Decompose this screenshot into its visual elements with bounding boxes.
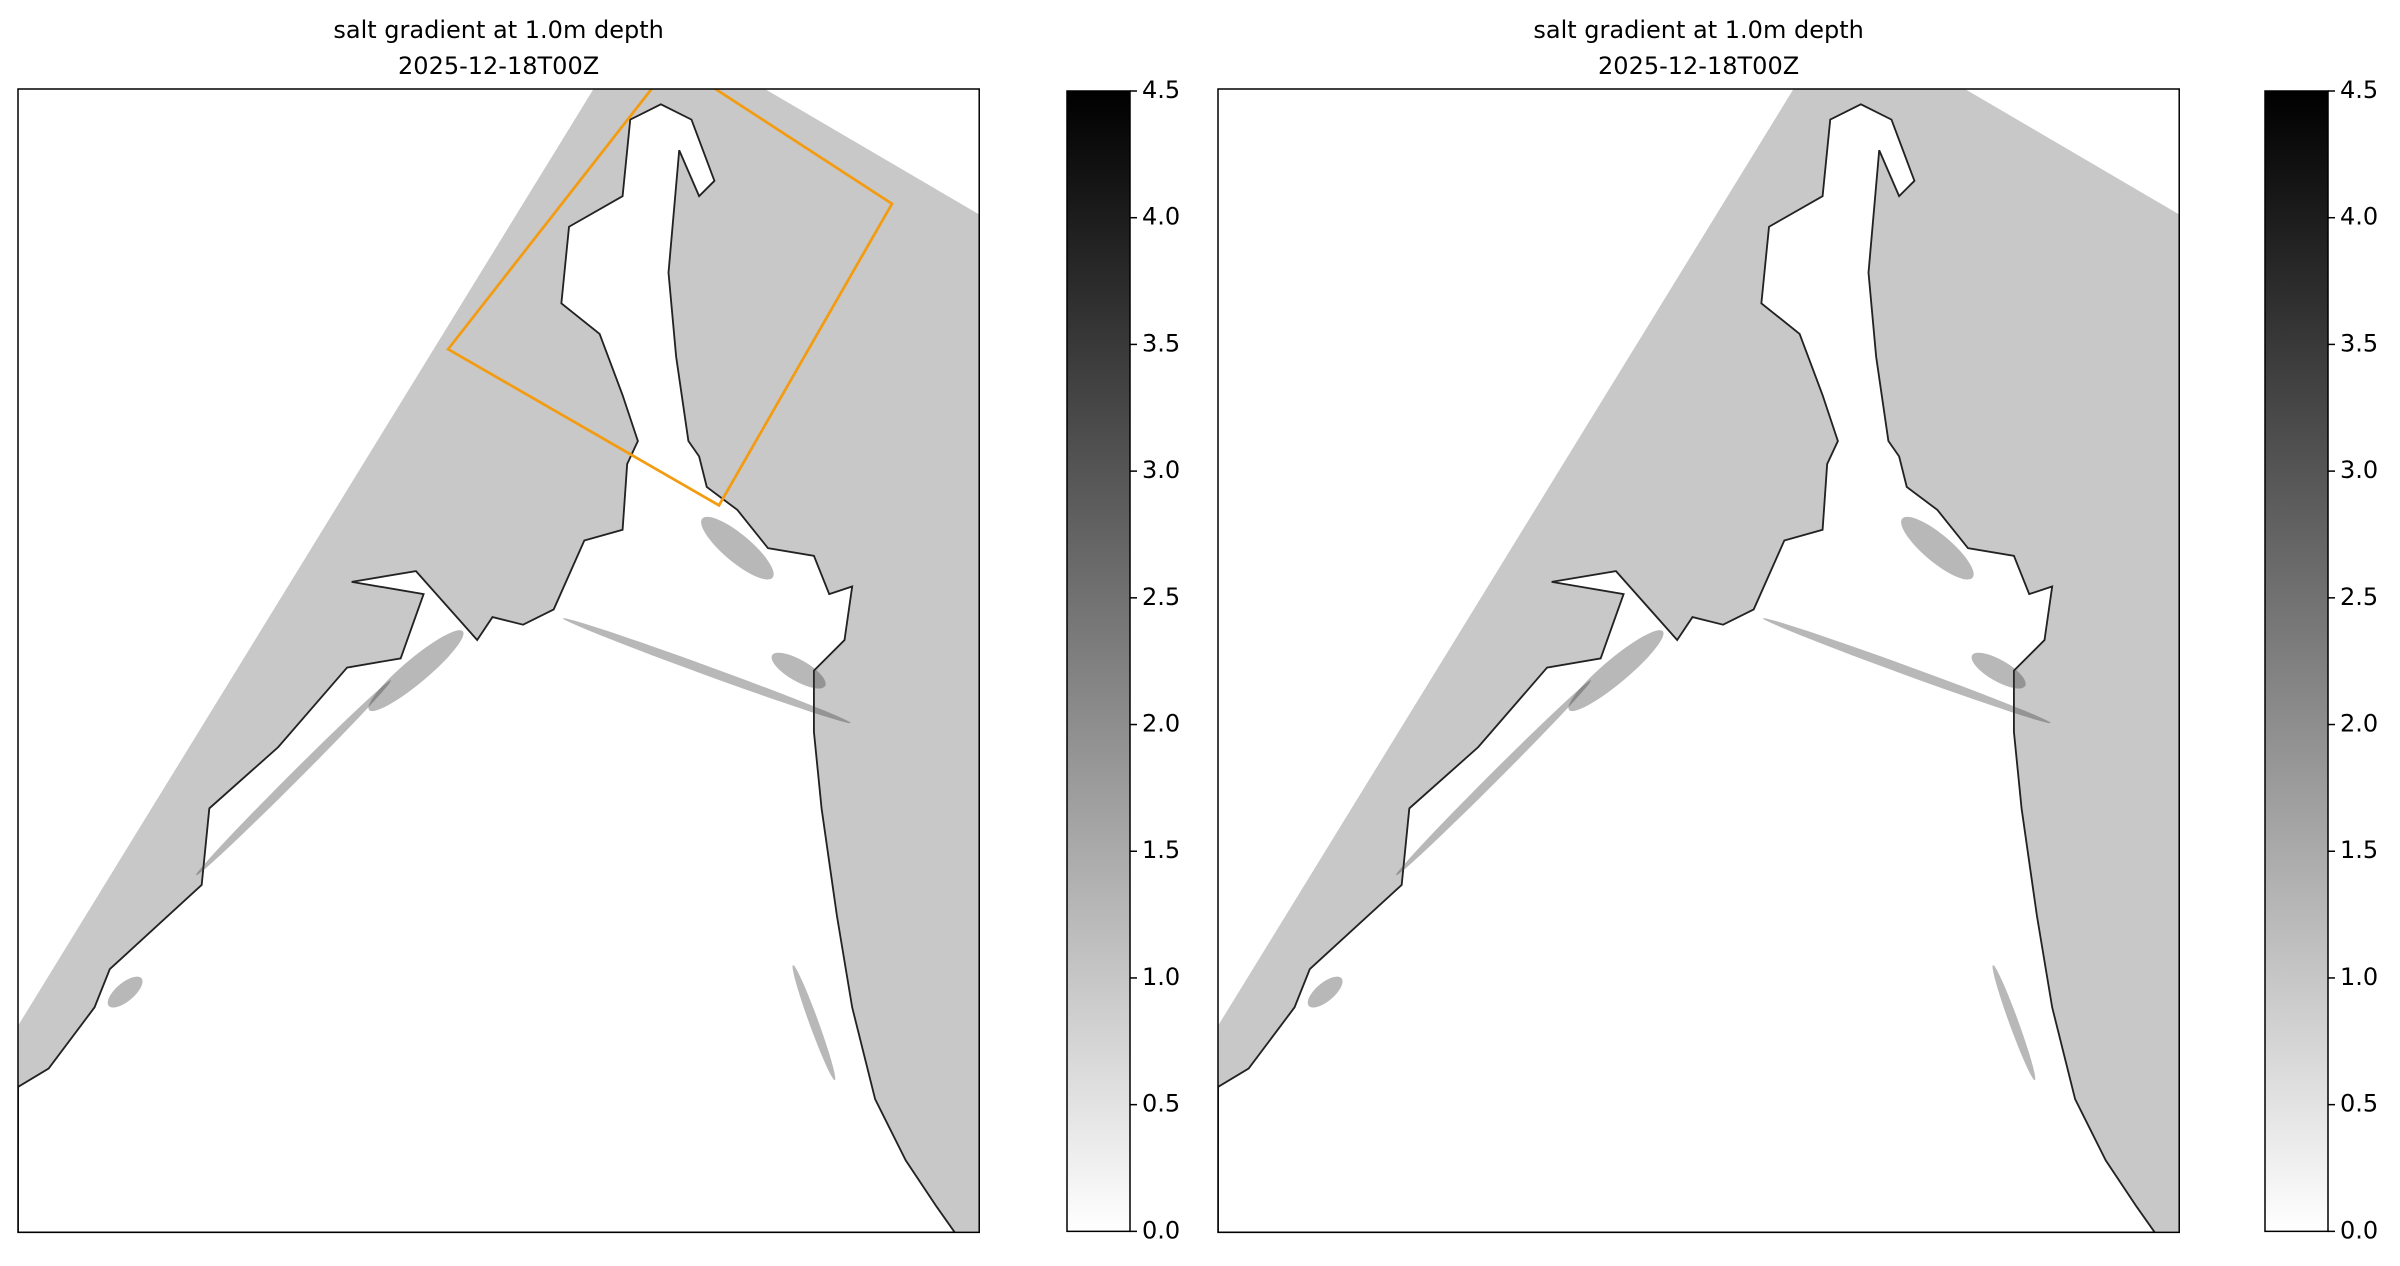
gradient-feature: [1992, 965, 2036, 1081]
colorbar-tick-label: 4.5: [2340, 76, 2378, 104]
map-panel: salt gradient at 1.0m depth 2025-12-18T00…: [17, 16, 1180, 1244]
gradient-feature: [1396, 680, 1591, 876]
colorbar-tick-label: 3.5: [2340, 329, 2378, 357]
colorbar-tick-label: 2.0: [2340, 710, 2378, 738]
gradient-feature: [196, 680, 391, 876]
panel-subtitle: 2025-12-18T00Z: [398, 52, 599, 80]
gradient-feature: [1971, 652, 2026, 689]
colorbar-tick-label: 0.5: [1142, 1090, 1180, 1118]
gradient-feature: [701, 516, 774, 580]
gradient-feature: [1901, 516, 1974, 580]
inset-box: [446, 89, 894, 508]
colorbar-tick-label: 0.0: [2340, 1216, 2378, 1244]
colorbar-tick-label: 3.0: [2340, 456, 2378, 484]
colorbar-tick-label: 4.0: [2340, 203, 2378, 231]
colorbar-tick-label: 0.0: [1142, 1216, 1180, 1244]
colorbar: [1066, 90, 1131, 1233]
water: [1218, 103, 2156, 1233]
map-panel: salt gradient at 1.0m depth 2025-12-18T00…: [1217, 16, 2378, 1244]
gradient-feature: [368, 630, 464, 712]
colorbar-tick-label: 0.5: [2340, 1090, 2378, 1118]
gradient-feature: [1568, 630, 1664, 712]
gradient-feature: [107, 976, 143, 1008]
colorbar-tick-label: 1.0: [2340, 963, 2378, 991]
colorbar-tick-label: 1.5: [1142, 836, 1180, 864]
colorbar-tick-label: 2.0: [1142, 710, 1180, 738]
colorbar-tick-label: 3.5: [1142, 329, 1180, 357]
colorbar: [2264, 90, 2329, 1233]
gradient-feature: [562, 618, 851, 724]
axes-frame: [17, 88, 980, 1234]
colorbar-tick-label: 4.5: [1142, 76, 1180, 104]
panel-title: salt gradient at 1.0m depth: [1533, 16, 1863, 44]
panel-subtitle: 2025-12-18T00Z: [1598, 52, 1799, 80]
colorbar-tick-label: 4.0: [1142, 203, 1180, 231]
gradient-feature: [771, 652, 826, 689]
panel-title: salt gradient at 1.0m depth: [333, 16, 663, 44]
water: [18, 103, 956, 1233]
colorbar-tick-label: 3.0: [1142, 456, 1180, 484]
gradient-feature: [1307, 976, 1343, 1008]
map-area: [1218, 89, 2180, 1233]
colorbar-tick-label: 1.5: [2340, 836, 2378, 864]
gradient-feature: [1762, 618, 2051, 724]
colorbar-tick-label: 2.5: [2340, 583, 2378, 611]
colorbar-tick-label: 2.5: [1142, 583, 1180, 611]
axes-frame: [1217, 88, 2180, 1234]
colorbar-tick-label: 1.0: [1142, 963, 1180, 991]
map-area: [18, 89, 980, 1233]
gradient-feature: [792, 965, 836, 1081]
